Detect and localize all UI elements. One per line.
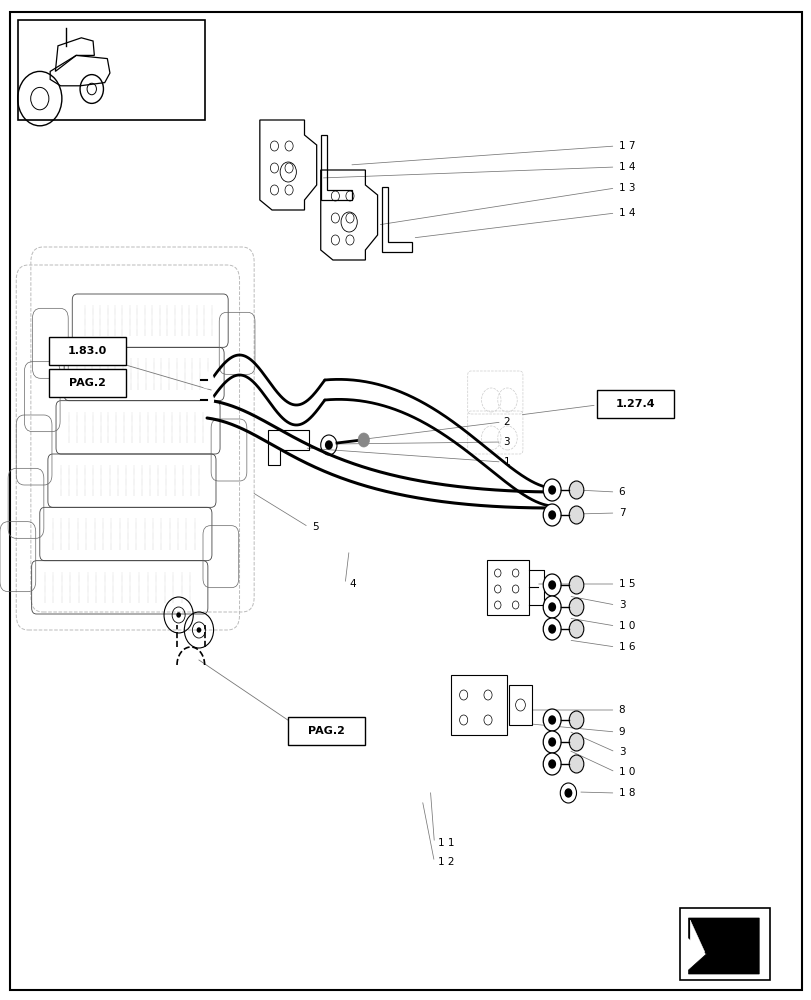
Text: 1.83.0: 1.83.0	[67, 346, 107, 356]
Bar	[18, 20, 204, 120]
Bar	[288, 717, 365, 745]
Circle shape	[548, 738, 555, 746]
Bar	[450, 675, 507, 735]
Bar	[680, 908, 769, 980]
Circle shape	[543, 753, 560, 775]
Text: 6: 6	[618, 487, 624, 497]
Circle shape	[548, 760, 555, 768]
Circle shape	[197, 628, 200, 632]
Circle shape	[543, 709, 560, 731]
Circle shape	[543, 504, 560, 526]
Text: 3: 3	[618, 600, 624, 610]
Polygon shape	[689, 920, 704, 967]
Bar	[49, 337, 126, 365]
Text: 1 3: 1 3	[618, 183, 634, 193]
Text: 1 4: 1 4	[618, 162, 634, 172]
Text: 1 6: 1 6	[618, 642, 634, 652]
Circle shape	[358, 433, 369, 447]
Circle shape	[569, 733, 583, 751]
Text: 3: 3	[618, 747, 624, 757]
Circle shape	[548, 716, 555, 724]
Circle shape	[548, 625, 555, 633]
Circle shape	[569, 506, 583, 524]
Text: PAG.2: PAG.2	[69, 378, 105, 388]
Text: 3: 3	[503, 437, 509, 447]
Circle shape	[543, 596, 560, 618]
Text: 5: 5	[312, 522, 319, 532]
Bar	[596, 390, 673, 418]
Bar	[508, 685, 531, 725]
Circle shape	[548, 603, 555, 611]
Text: 4: 4	[349, 579, 355, 589]
Polygon shape	[688, 918, 758, 974]
Circle shape	[543, 479, 560, 501]
Text: 7: 7	[618, 508, 624, 518]
Circle shape	[548, 581, 555, 589]
Circle shape	[569, 755, 583, 773]
Circle shape	[200, 372, 213, 388]
Text: 9: 9	[618, 727, 624, 737]
Text: 1 4: 1 4	[618, 208, 634, 218]
Text: 1 0: 1 0	[618, 621, 634, 631]
Circle shape	[325, 441, 332, 449]
Text: 1.27.4: 1.27.4	[615, 399, 654, 409]
Text: PAG.2: PAG.2	[308, 726, 345, 736]
Text: 1 2: 1 2	[438, 857, 454, 867]
Text: 1 7: 1 7	[618, 141, 634, 151]
Circle shape	[543, 618, 560, 640]
Circle shape	[569, 481, 583, 499]
Text: 1 8: 1 8	[618, 788, 634, 798]
Circle shape	[200, 392, 213, 408]
Bar	[49, 369, 126, 397]
Circle shape	[548, 511, 555, 519]
Text: 1 0: 1 0	[618, 767, 634, 777]
Bar	[487, 560, 529, 615]
Circle shape	[543, 574, 560, 596]
Text: 1 5: 1 5	[618, 579, 634, 589]
Circle shape	[560, 783, 576, 803]
Circle shape	[564, 789, 571, 797]
Text: 1 1: 1 1	[438, 838, 454, 848]
Circle shape	[569, 598, 583, 616]
Text: 2: 2	[503, 417, 509, 427]
Circle shape	[177, 613, 180, 617]
Circle shape	[569, 576, 583, 594]
Text: 1: 1	[503, 457, 509, 467]
Text: 8: 8	[618, 705, 624, 715]
Circle shape	[548, 486, 555, 494]
Circle shape	[543, 731, 560, 753]
Circle shape	[569, 620, 583, 638]
Circle shape	[569, 711, 583, 729]
